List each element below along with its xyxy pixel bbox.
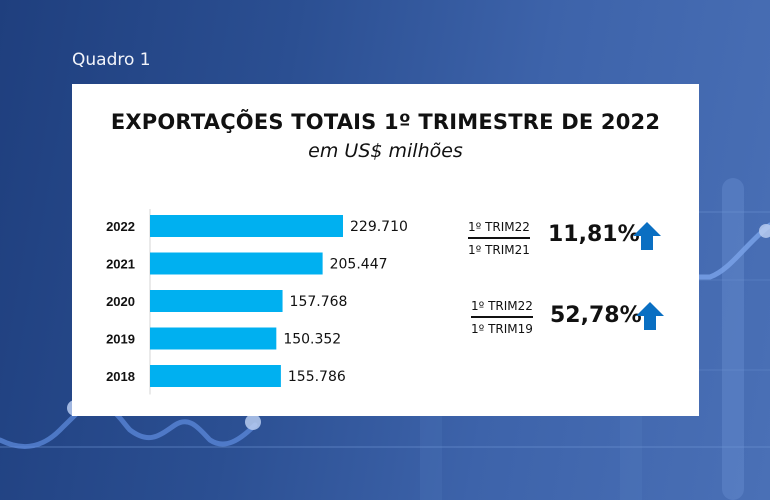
chart-subtitle: em US$ milhões: [308, 140, 463, 162]
chart-title: EXPORTAÇÕES TOTAIS 1º TRIMESTRE DE 2022: [110, 110, 661, 134]
bg-column: [722, 178, 744, 500]
ratio-fraction: 1º TRIM22 1º TRIM19: [471, 299, 533, 336]
bar-2022: [150, 215, 343, 237]
bg-point: [759, 224, 770, 238]
bar-2020: [150, 290, 283, 312]
data-label: 150.352: [283, 332, 341, 348]
ratio-denominator: 1º TRIM19: [471, 322, 533, 336]
arrow-up-icon: [636, 302, 664, 330]
bar-chart: 2022 229.710 2021 205.447 2020 157.768 2019 150…: [106, 209, 408, 395]
ratio-denominator: 1º TRIM21: [468, 243, 530, 257]
category-label: 2019: [106, 332, 135, 347]
bar-2021: [150, 252, 323, 275]
figure-label: Quadro 1: [72, 50, 151, 70]
category-label: 2022: [106, 219, 135, 234]
ratio-fraction: 1º TRIM22 1º TRIM21: [468, 220, 530, 257]
growth-percentage: 11,81%: [548, 222, 640, 247]
category-label: 2020: [106, 294, 135, 309]
data-label: 205.447: [330, 257, 388, 273]
fraction-bar: [468, 237, 530, 239]
ratio-numerator: 1º TRIM22: [468, 220, 530, 234]
chart-card: EXPORTAÇÕES TOTAIS 1º TRIMESTRE DE 2022 …: [72, 84, 699, 416]
data-label: 229.710: [350, 219, 408, 235]
fraction-bar: [471, 316, 533, 318]
ratio-numerator: 1º TRIM22: [471, 299, 533, 313]
data-label: 157.768: [290, 294, 348, 310]
category-label: 2018: [106, 369, 135, 384]
bg-point: [245, 414, 261, 430]
bar-2018: [150, 365, 281, 387]
data-label: 155.786: [288, 369, 346, 385]
bar-2019: [150, 327, 277, 350]
category-label: 2021: [106, 257, 135, 272]
arrow-up-icon: [633, 222, 661, 250]
growth-percentage: 52,78%: [550, 303, 642, 328]
